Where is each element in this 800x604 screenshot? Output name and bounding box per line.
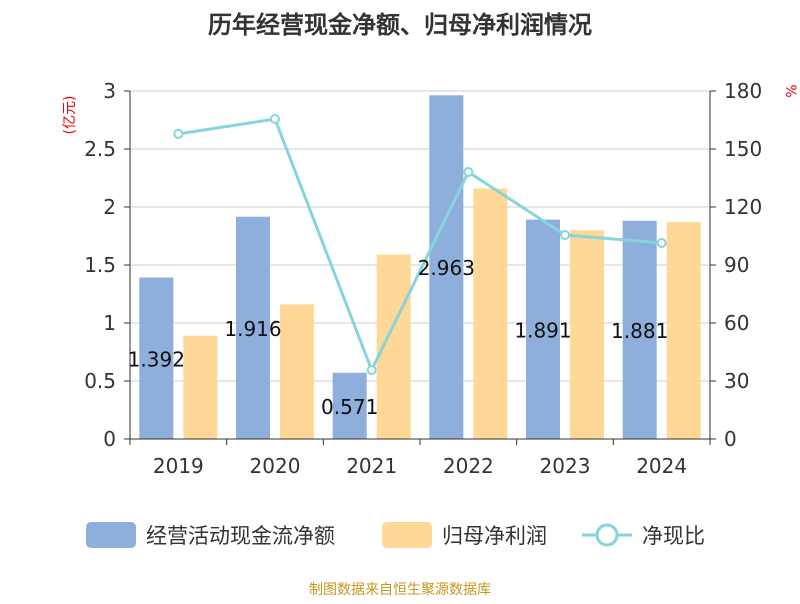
legend-label-cash-flow: 经营活动现金流净额 (146, 524, 335, 548)
legend-swatch-cash-flow (86, 522, 136, 548)
line-cash-ratio (178, 117, 662, 374)
y2-tick-label: 30 (724, 369, 749, 393)
y2-tick-label: 120 (724, 195, 762, 219)
y-tick-label: 0 (103, 427, 116, 451)
y2-tick-label: 90 (724, 253, 749, 277)
bar-data-label: 1.891 (514, 318, 571, 342)
bar-data-label: 2.963 (418, 256, 475, 280)
y-tick-label: 1.5 (84, 253, 116, 277)
bar-data-label: 1.881 (611, 319, 668, 343)
legend-swatch-net-profit (382, 522, 432, 548)
x-tick-label: 2024 (636, 454, 687, 478)
footer-source: 制图数据来自恒生聚源数据库 (309, 582, 491, 598)
y-tick-label: 2.5 (84, 137, 116, 161)
x-tick-label: 2019 (153, 454, 204, 478)
bar-data-label: 1.392 (128, 347, 185, 371)
legend-label-net-profit: 归母净利润 (442, 524, 547, 548)
bar-cash-flow (429, 95, 464, 440)
bar-cash-flow (139, 277, 174, 439)
line-point (270, 114, 280, 125)
y2-tick-label: 60 (724, 311, 749, 335)
bar-data-label: 1.916 (224, 317, 281, 341)
bar-cash-flow (332, 372, 367, 439)
line-point (173, 128, 184, 139)
line-point (656, 237, 667, 248)
line-point (560, 230, 570, 241)
x-tick-label: 2022 (443, 454, 494, 478)
bar-net-profit (280, 304, 314, 439)
bar-cash-flow (236, 216, 270, 439)
y-tick-label: 1 (103, 311, 116, 335)
bar-net-profit (473, 188, 508, 439)
legend-marker-line (595, 523, 619, 547)
chart-title: 历年经营现金净额、归母净利润情况 (208, 11, 592, 39)
line-point (366, 364, 377, 375)
bar-net-profit (570, 230, 604, 439)
y-axis-label: (亿元) (62, 96, 78, 135)
y2-tick-label: 0 (724, 427, 737, 451)
y2-tick-label: 150 (724, 137, 762, 161)
bar-cash-flow (622, 220, 657, 439)
legend-label-cash-ratio: 净现比 (642, 524, 705, 548)
x-tick-label: 2020 (250, 454, 301, 478)
bar-net-profit (666, 222, 701, 439)
bar-net-profit (183, 335, 218, 439)
y-tick-label: 0.5 (84, 369, 116, 393)
x-tick-label: 2023 (540, 454, 591, 478)
bar-data-label: 0.571 (321, 395, 378, 419)
y2-tick-label: 180 (724, 79, 762, 103)
bar-cash-flow (526, 219, 560, 439)
y2-axis-label: % (782, 84, 798, 97)
y-tick-label: 3 (103, 79, 116, 103)
y-tick-label: 2 (103, 195, 116, 219)
line-point (463, 167, 474, 178)
x-tick-label: 2021 (346, 454, 397, 478)
